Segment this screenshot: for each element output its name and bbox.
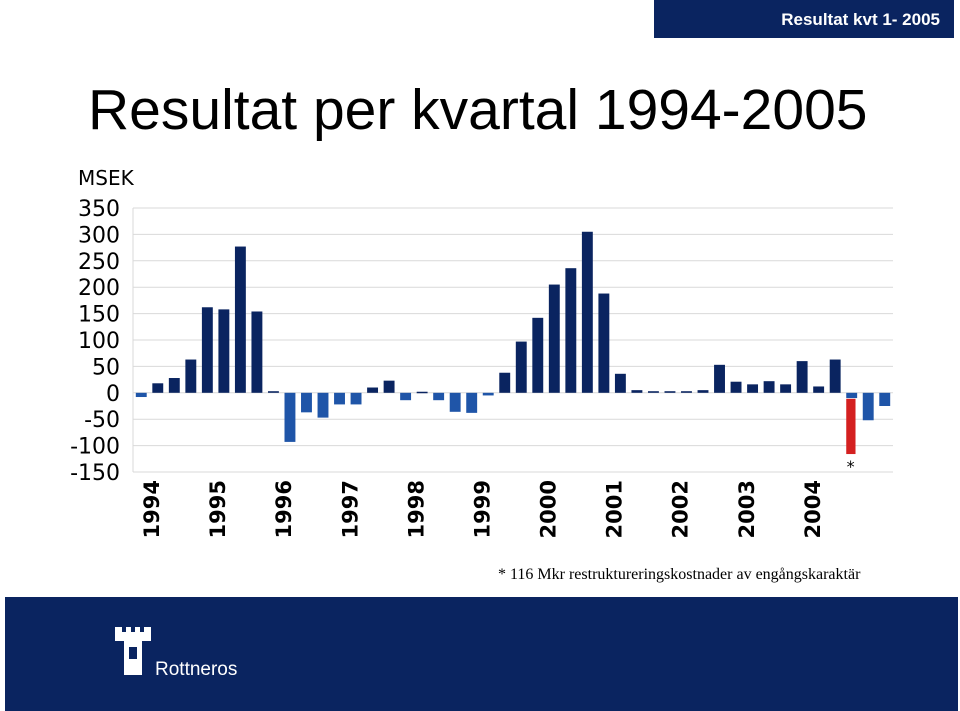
footnote: * 116 Mkr restruktureringskostnader av e… bbox=[498, 566, 861, 583]
x-tick-label: 1997 bbox=[338, 480, 362, 538]
bar bbox=[482, 392, 494, 396]
bar bbox=[367, 387, 379, 393]
bar bbox=[350, 392, 362, 405]
bar bbox=[730, 381, 742, 393]
x-tick-label: 2000 bbox=[537, 480, 561, 538]
bar bbox=[532, 317, 544, 393]
bar bbox=[400, 392, 412, 401]
bar bbox=[334, 392, 345, 405]
bar bbox=[813, 386, 825, 393]
x-tick-labels: 1994 1995 1996 1997 1998 1999 2000 2001 2002 2003… bbox=[140, 480, 825, 538]
bar bbox=[201, 307, 213, 393]
y-tick-label: 0 bbox=[106, 382, 120, 407]
y-tick-label: 150 bbox=[78, 303, 120, 328]
bar bbox=[647, 391, 659, 393]
bar bbox=[846, 392, 858, 399]
bar bbox=[466, 392, 478, 413]
bar bbox=[879, 392, 891, 406]
bar bbox=[383, 380, 395, 393]
bar bbox=[416, 391, 428, 394]
x-tick-label: 1998 bbox=[404, 480, 428, 538]
y-tick-label: -50 bbox=[84, 408, 120, 433]
page-title: Resultat per kvartal 1994-2005 bbox=[88, 78, 868, 142]
special-marker: * bbox=[847, 457, 855, 476]
bar bbox=[581, 231, 593, 393]
special-bar bbox=[846, 398, 856, 455]
header-badge: Resultat kvt 1- 2005 bbox=[654, 0, 954, 38]
bar bbox=[747, 384, 759, 393]
footer-bar: Rottneros bbox=[5, 597, 958, 711]
bar bbox=[681, 391, 692, 393]
bar bbox=[829, 359, 841, 393]
brand-name: Rottneros bbox=[155, 659, 238, 680]
bar bbox=[185, 359, 197, 393]
bar bbox=[631, 390, 643, 393]
bar bbox=[168, 378, 180, 393]
bar bbox=[499, 372, 511, 393]
bar bbox=[763, 381, 775, 393]
x-tick-label: 1994 bbox=[140, 480, 164, 538]
x-tick-label: 2003 bbox=[735, 480, 759, 538]
y-tick-label: 50 bbox=[92, 355, 120, 380]
x-tick-label: 2002 bbox=[669, 480, 693, 538]
bar bbox=[301, 392, 312, 413]
bar bbox=[565, 268, 577, 393]
bars: * bbox=[135, 231, 891, 476]
bar bbox=[598, 293, 610, 393]
castle-tower-icon bbox=[115, 627, 151, 675]
bar bbox=[218, 309, 230, 393]
bar bbox=[135, 392, 147, 398]
bar bbox=[515, 341, 527, 393]
bar bbox=[449, 392, 461, 412]
x-tick-label: 1999 bbox=[470, 480, 494, 538]
bar bbox=[614, 373, 626, 393]
y-tick-label: -150 bbox=[70, 461, 120, 486]
bar bbox=[317, 392, 329, 418]
x-tick-label: 1995 bbox=[206, 480, 230, 538]
bar bbox=[548, 284, 560, 393]
y-tick-label: 350 bbox=[78, 197, 120, 222]
x-tick-label: 2004 bbox=[801, 480, 825, 538]
y-tick-label: -100 bbox=[70, 435, 120, 460]
y-tick-label: 300 bbox=[78, 223, 120, 248]
bar bbox=[267, 391, 279, 393]
bar bbox=[780, 384, 792, 393]
x-tick-label: 2001 bbox=[603, 480, 627, 538]
bar bbox=[862, 392, 874, 421]
x-tick-label: 1996 bbox=[272, 480, 296, 538]
bar bbox=[234, 246, 246, 393]
grid-lines bbox=[132, 207, 893, 473]
bar bbox=[697, 390, 709, 393]
y-tick-label: 200 bbox=[78, 276, 120, 301]
y-axis-label: MSEK bbox=[78, 166, 135, 190]
bar bbox=[664, 391, 676, 393]
bar bbox=[796, 361, 808, 393]
y-tick-label: 250 bbox=[78, 250, 120, 275]
bar bbox=[714, 364, 725, 393]
bar bbox=[152, 383, 164, 393]
bar bbox=[284, 392, 296, 442]
bar bbox=[251, 311, 263, 393]
bar bbox=[433, 392, 445, 401]
y-tick-label: 100 bbox=[78, 329, 120, 354]
